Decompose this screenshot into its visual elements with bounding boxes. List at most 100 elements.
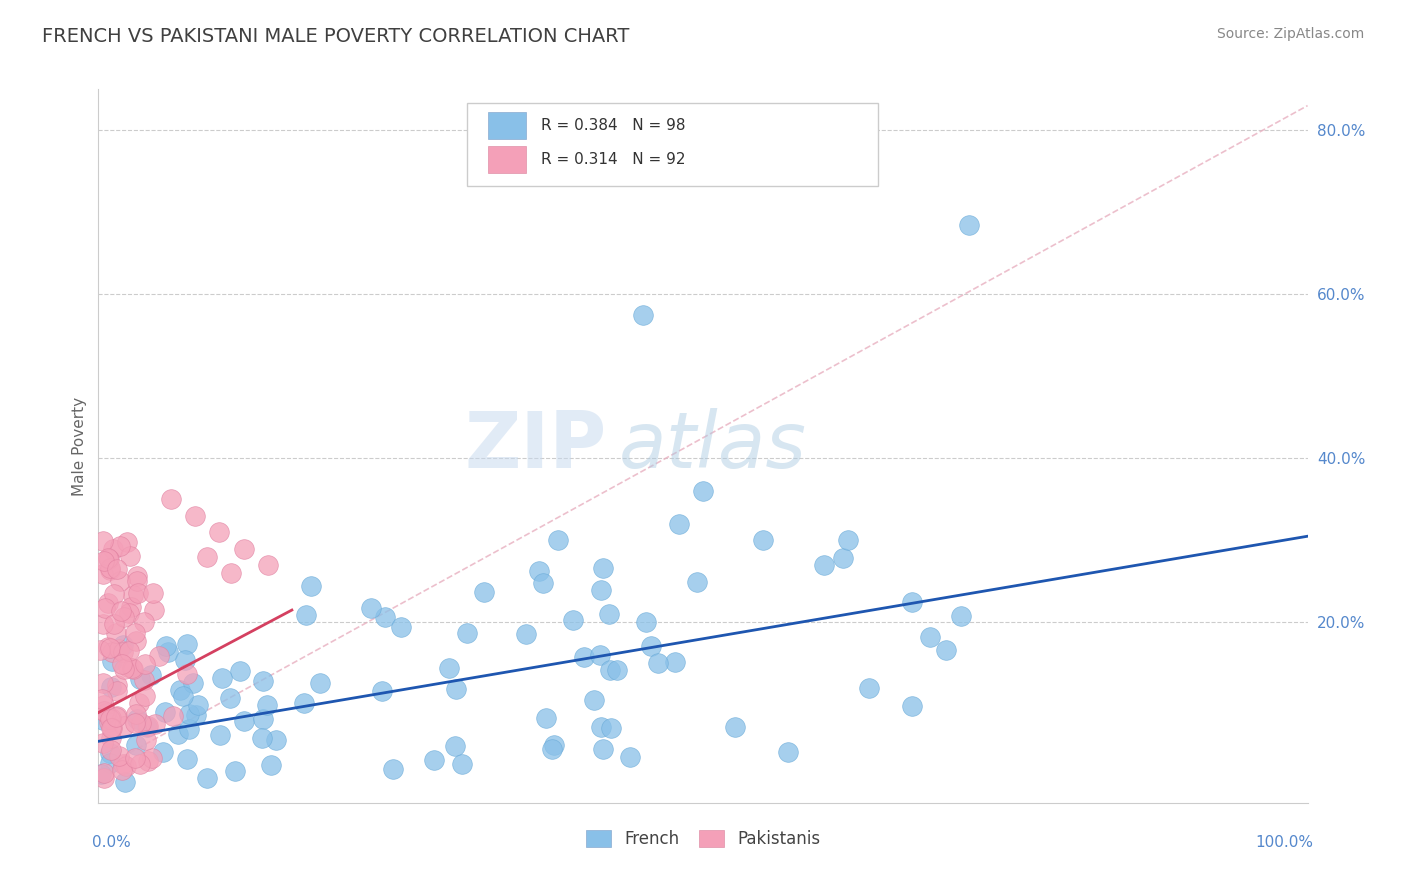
Point [98,640,121,655]
Point [91,616,114,631]
Text: 100.0%: 100.0% [1256,835,1313,850]
Point [125,633,148,648]
Point [901,699,924,714]
Point [142,585,165,599]
Point [776,744,799,758]
Point [129,715,152,730]
Point [176,752,198,766]
Point [124,751,146,765]
Point [172,689,194,703]
Bar [488,146,526,173]
Point [105,710,128,724]
Point [155,640,177,654]
Point [606,663,628,677]
Point [374,609,396,624]
Point [456,625,478,640]
Point [446,682,468,697]
Point [256,558,278,572]
Point [121,662,143,676]
Text: FRENCH VS PAKISTANI MALE POVERTY CORRELATION CHART: FRENCH VS PAKISTANI MALE POVERTY CORRELA… [42,27,630,45]
Point [176,637,198,651]
Point [534,711,557,725]
Point [97,551,120,566]
Point [233,714,256,728]
Point [183,676,205,690]
Point [647,657,669,671]
Point [93,765,115,780]
Point [299,579,322,593]
Point [129,673,152,687]
Point [145,716,167,731]
Point [598,607,620,621]
Point [112,719,135,733]
Text: R = 0.384   N = 98: R = 0.384 N = 98 [541,118,686,133]
Point [128,696,150,710]
Point [543,738,565,752]
Text: atlas: atlas [619,408,806,484]
Point [208,728,231,742]
Point [105,683,128,698]
Point [957,218,980,232]
Point [100,721,122,735]
Point [541,742,564,756]
Point [211,671,233,685]
Point [112,610,135,624]
Point [93,704,115,718]
Point [592,561,614,575]
Y-axis label: Male Poverty: Male Poverty [72,396,87,496]
Point [124,716,146,731]
Point [813,558,835,572]
Point [600,721,623,735]
Point [127,585,149,599]
Point [634,615,657,630]
Point [187,698,209,712]
Point [98,714,121,729]
Point [117,659,139,673]
Point [218,691,240,706]
Point [169,682,191,697]
Point [423,752,446,766]
Point [105,678,128,692]
Point [252,674,274,689]
Point [100,711,122,725]
Point [129,757,152,772]
Point [94,706,117,721]
Point [208,525,231,540]
Point [112,756,135,771]
Point [472,585,495,599]
Point [640,639,662,653]
Point [111,638,134,652]
Point [527,564,550,578]
Point [132,615,155,629]
Point [105,562,128,576]
Point [664,655,686,669]
Point [292,696,315,710]
Point [117,606,139,620]
Point [250,731,273,745]
Point [90,692,112,706]
Point [308,675,330,690]
Point [90,767,112,781]
Point [101,645,124,659]
Point [121,661,143,675]
Point [224,764,246,778]
Point [112,645,135,659]
Point [127,574,149,588]
Point [98,756,121,770]
Point [89,643,111,657]
Point [103,587,125,601]
Point [120,549,142,564]
Point [256,698,278,713]
Point [134,690,156,704]
Point [174,653,197,667]
Point [920,631,942,645]
Point [177,707,200,722]
Point [360,601,382,615]
Point [98,561,121,575]
Point [153,706,176,720]
Point [837,533,859,548]
Point [381,762,404,776]
Point [162,709,184,723]
Point [118,644,141,658]
Point [141,751,163,765]
